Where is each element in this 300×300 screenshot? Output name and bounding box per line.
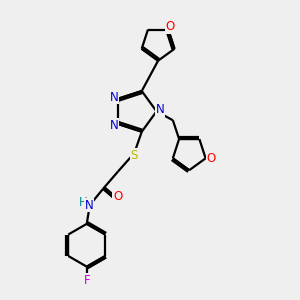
Text: N: N <box>110 91 118 104</box>
Text: O: O <box>165 20 174 33</box>
Text: H: H <box>79 196 88 209</box>
Text: N: N <box>110 119 118 132</box>
Text: O: O <box>113 190 122 202</box>
Text: N: N <box>85 199 94 212</box>
Text: F: F <box>83 274 90 286</box>
Text: S: S <box>130 149 138 162</box>
Text: O: O <box>206 152 216 165</box>
Text: N: N <box>156 103 164 116</box>
